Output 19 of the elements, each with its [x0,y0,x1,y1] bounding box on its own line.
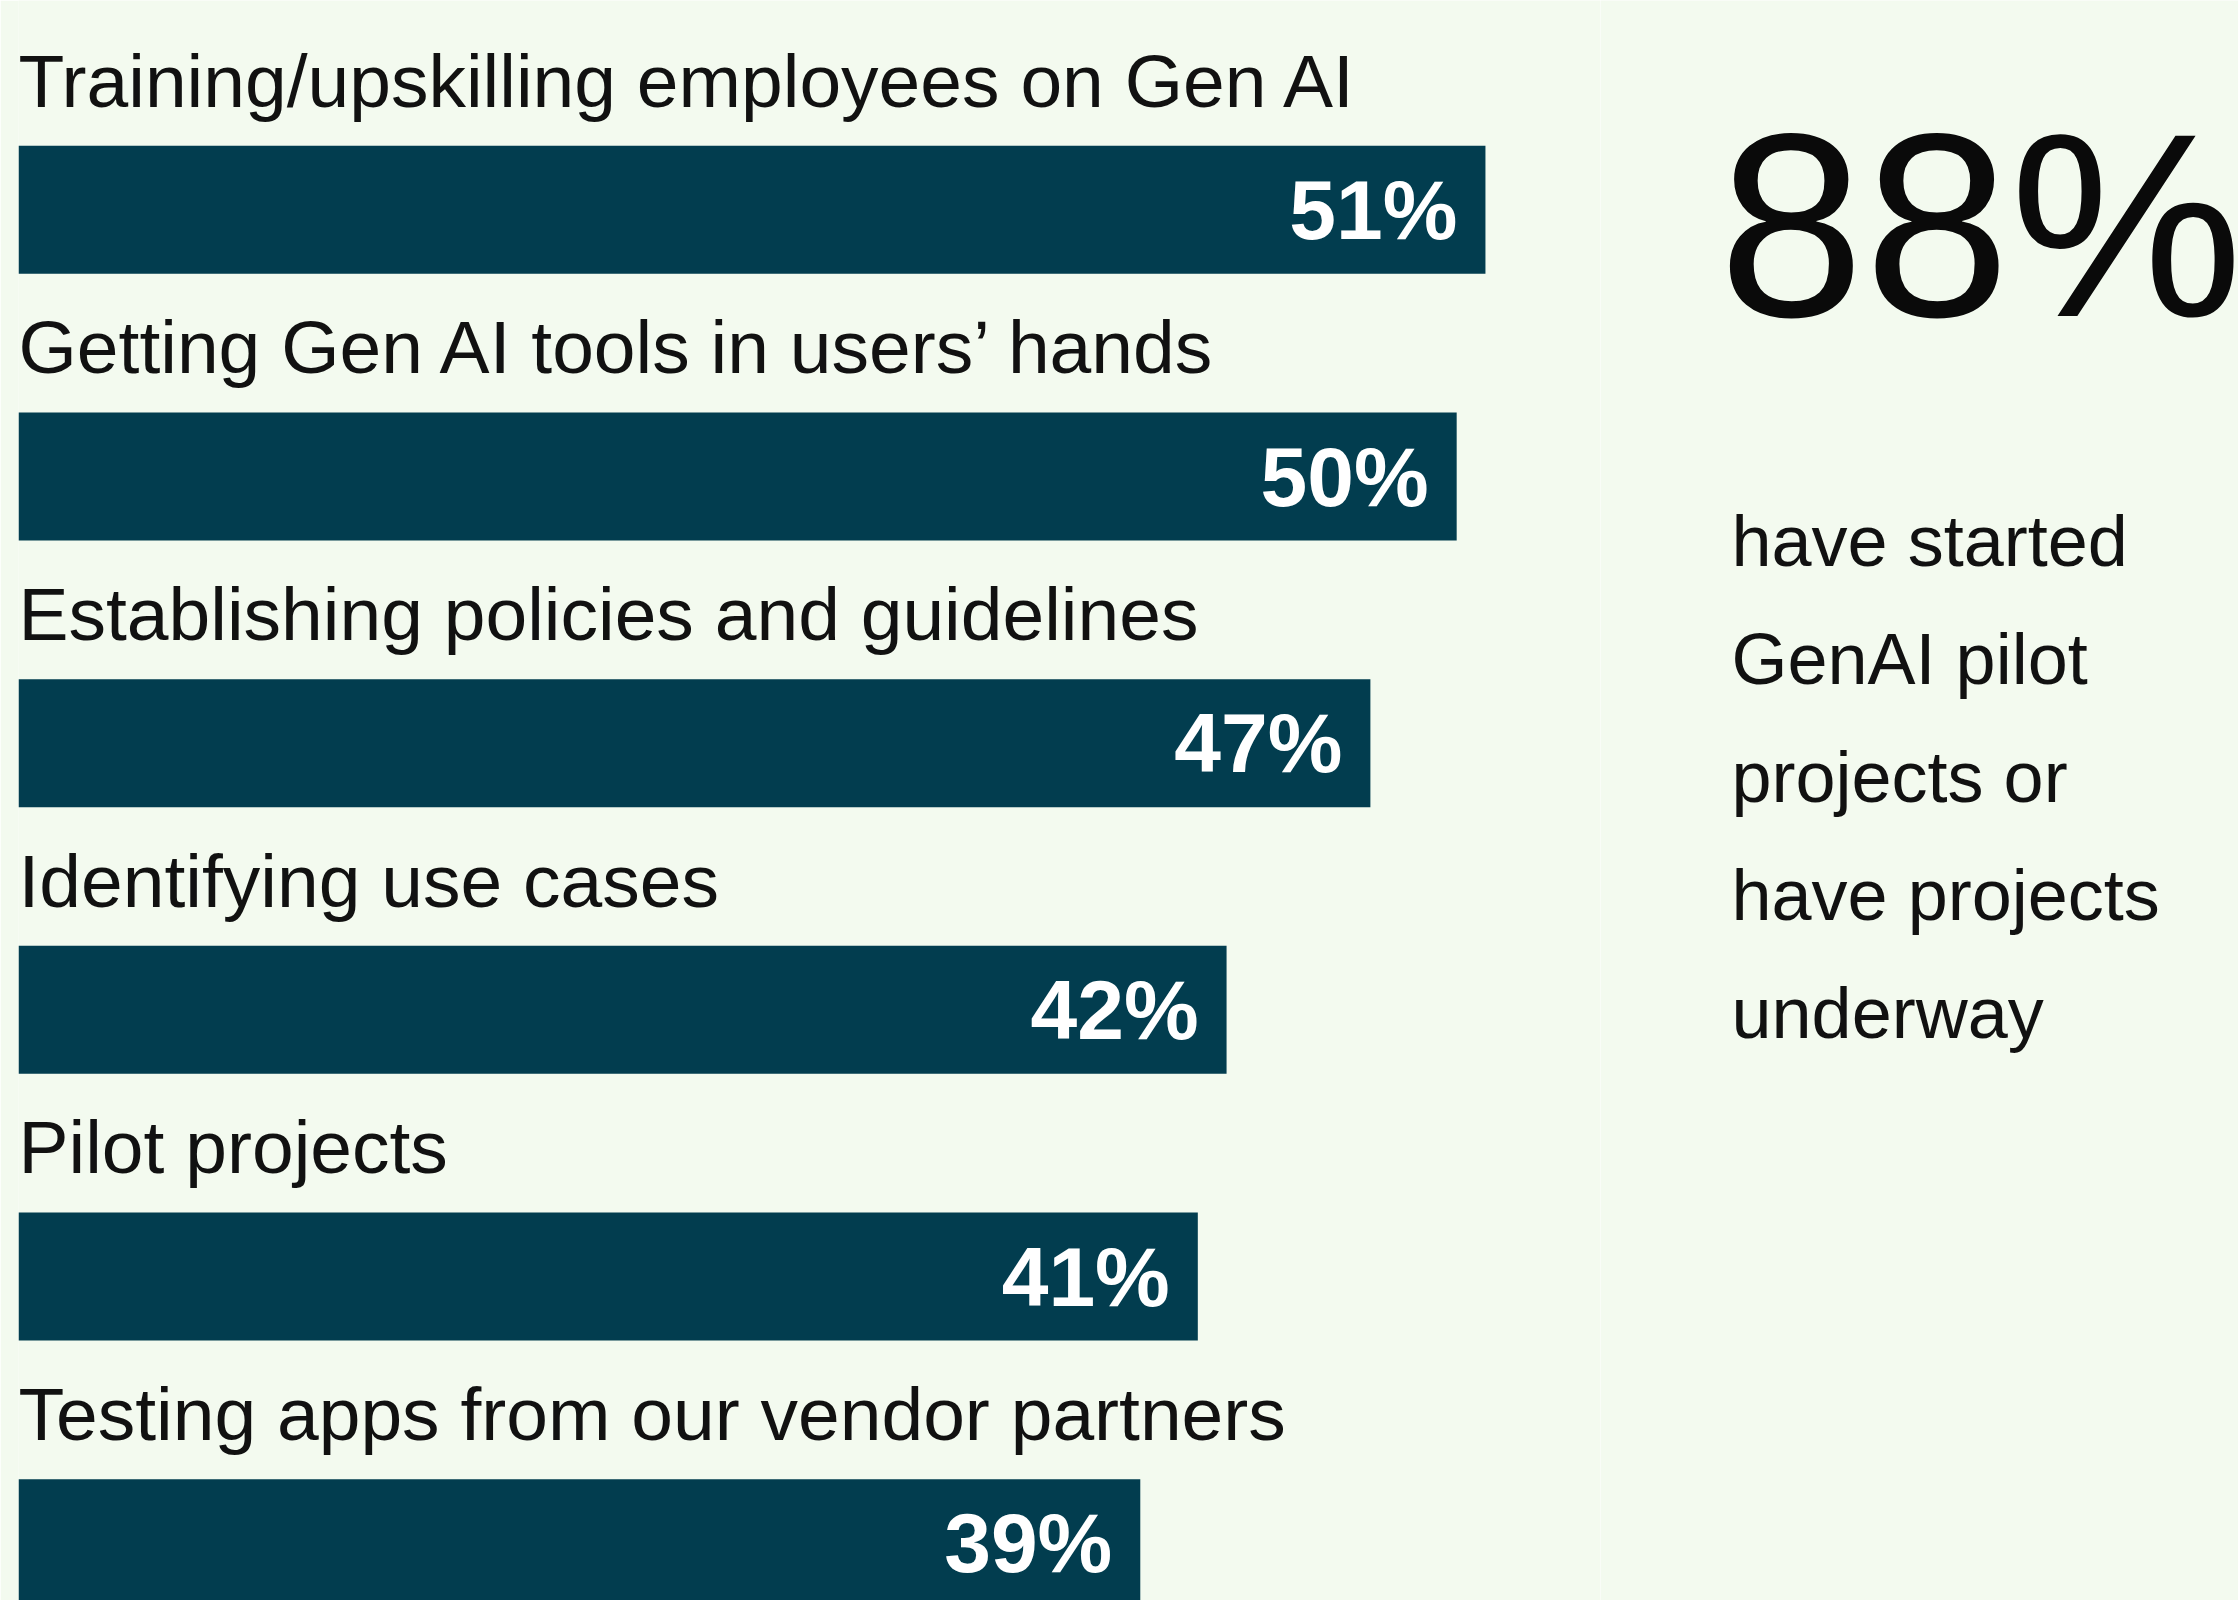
bar [18,945,1227,1074]
data-label: 41% [1001,1229,1170,1324]
data-label: 39% [944,1496,1113,1591]
bar [18,1212,1198,1341]
y-tick-label: Establishing policies and guidelines [18,571,1199,656]
y-tick-label: Identifying use cases [18,838,719,923]
y-tick-label: Testing apps from our vendor partners [18,1371,1286,1456]
bar [18,412,1457,541]
text: have started GenAI pilot projects or have projects underway [1731,500,2160,1053]
bar [18,145,1486,274]
data-label: 50% [1260,429,1429,524]
y-tick-label: Training/upskilling employees on Gen AI [18,38,1354,123]
data-label: 42% [1030,962,1199,1057]
text: 88% [1718,79,2238,372]
bar [18,679,1371,808]
y-tick-label: Getting Gen AI tools in users’ hands [18,305,1213,390]
y-tick-label: Pilot projects [18,1105,448,1190]
data-label: 47% [1174,696,1343,791]
data-label: 51% [1289,162,1458,257]
